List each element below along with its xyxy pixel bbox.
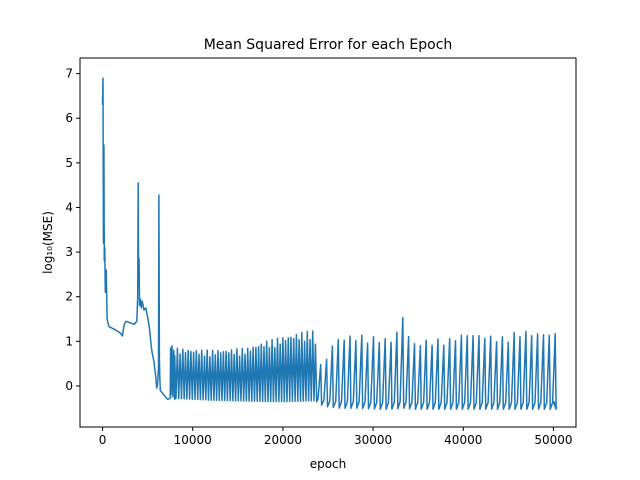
- y-tick-label: 0: [65, 379, 73, 393]
- y-tick-label: 3: [65, 245, 73, 259]
- series-line: [101, 77, 557, 410]
- x-axis-label: epoch: [310, 457, 347, 471]
- y-tick-label: 4: [65, 200, 73, 214]
- y-axis: 0 1 2 3 4 5 6 7: [65, 67, 80, 393]
- x-tick-label: 0: [99, 433, 107, 447]
- chart-title: Mean Squared Error for each Epoch: [204, 37, 453, 53]
- x-tick-label: 10000: [174, 433, 212, 447]
- plot-area: [101, 77, 557, 410]
- y-tick-label: 6: [65, 111, 73, 125]
- x-tick-label: 40000: [444, 433, 482, 447]
- x-tick-label: 20000: [264, 433, 302, 447]
- axes-frame: [79, 57, 577, 428]
- x-tick-label: 30000: [354, 433, 392, 447]
- y-tick-label: 1: [65, 334, 73, 348]
- y-axis-label: log₁₀(MSE): [41, 211, 55, 274]
- y-tick-label: 2: [65, 290, 73, 304]
- y-tick-label: 5: [65, 156, 73, 170]
- x-tick-label: 50000: [534, 433, 572, 447]
- x-axis: 0 10000 20000 30000 40000 50000: [99, 427, 573, 447]
- y-tick-label: 7: [65, 67, 73, 81]
